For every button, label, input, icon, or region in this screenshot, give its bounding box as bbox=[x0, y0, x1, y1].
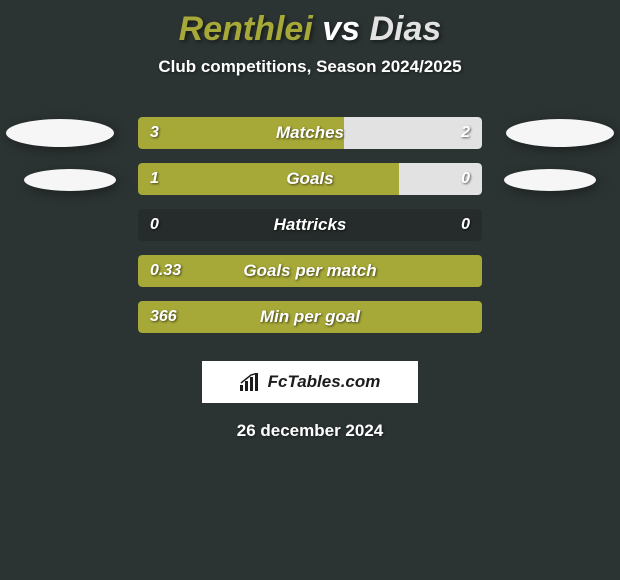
brand-text: FcTables.com bbox=[268, 372, 381, 392]
stat-row: 0 0 Hattricks bbox=[138, 209, 482, 241]
stats-area: 3 2 Matches 1 0 Goals 0 0 Hattricks 0.33 Goals per… bbox=[0, 117, 620, 357]
vs-separator: vs bbox=[313, 10, 370, 48]
stat-value-right: 0 bbox=[461, 216, 470, 234]
stat-label: Hattricks bbox=[274, 215, 347, 235]
subtitle: Club competitions, Season 2024/2025 bbox=[0, 57, 620, 77]
stat-row: 1 0 Goals bbox=[138, 163, 482, 195]
player1-name: Renthlei bbox=[179, 10, 313, 48]
player1-avatar bbox=[6, 119, 114, 147]
player2-name: Dias bbox=[370, 10, 442, 48]
stat-value-left: 1 bbox=[150, 170, 159, 188]
stat-label: Matches bbox=[276, 123, 344, 143]
page-title: Renthlei vs Dias bbox=[0, 0, 620, 49]
stat-value-right: 0 bbox=[461, 170, 470, 188]
stat-value-left: 0 bbox=[150, 216, 159, 234]
player1-avatar-secondary bbox=[24, 169, 116, 191]
stat-value-left: 3 bbox=[150, 124, 159, 142]
stat-row: 3 2 Matches bbox=[138, 117, 482, 149]
player2-avatar bbox=[506, 119, 614, 147]
date-label: 26 december 2024 bbox=[0, 421, 620, 441]
stat-value-left: 366 bbox=[150, 308, 177, 326]
comparison-card: Renthlei vs Dias Club competitions, Seas… bbox=[0, 0, 620, 580]
brand-logo: FcTables.com bbox=[202, 361, 418, 403]
stat-bar-left bbox=[138, 163, 399, 195]
player2-avatar-secondary bbox=[504, 169, 596, 191]
stat-label: Goals bbox=[286, 169, 333, 189]
stat-value-right: 2 bbox=[461, 124, 470, 142]
stat-label: Goals per match bbox=[243, 261, 376, 281]
stat-label: Min per goal bbox=[260, 307, 360, 327]
stat-row: 0.33 Goals per match bbox=[138, 255, 482, 287]
chart-icon bbox=[240, 373, 262, 391]
stat-value-left: 0.33 bbox=[150, 262, 181, 280]
stat-bars: 3 2 Matches 1 0 Goals 0 0 Hattricks 0.33 Goals per… bbox=[138, 117, 482, 347]
stat-row: 366 Min per goal bbox=[138, 301, 482, 333]
